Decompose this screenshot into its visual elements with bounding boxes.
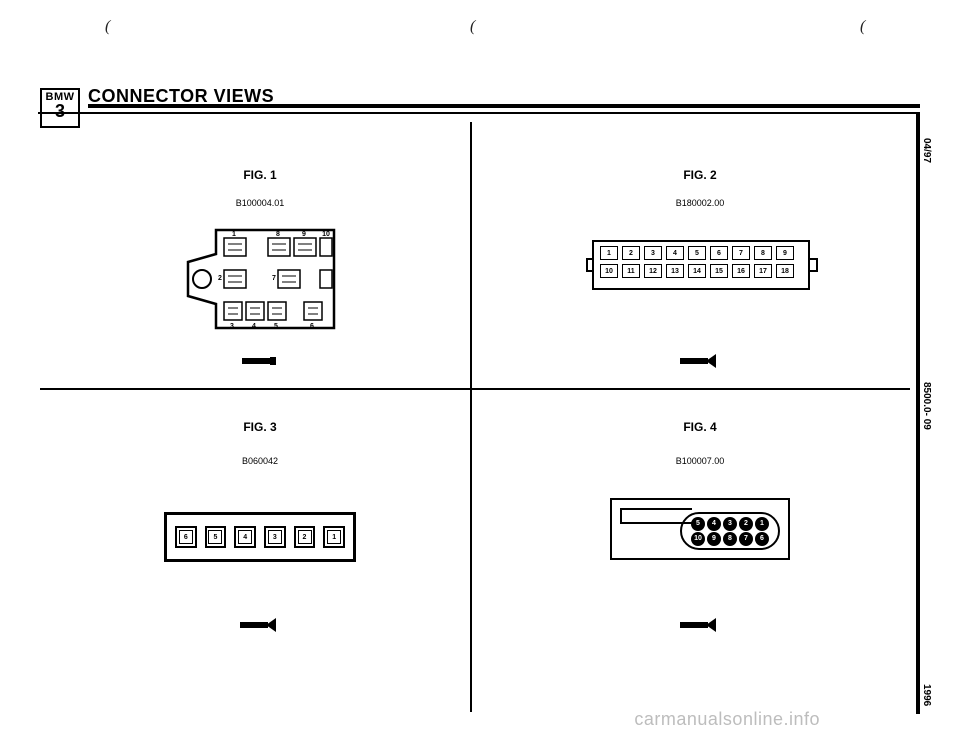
badge-bottom: 3 [42,102,78,120]
fig3-code: B060042 [200,456,320,466]
spine-code: 8500.0- 09 [921,380,932,432]
fig2-pin: 13 [666,264,684,278]
svg-text:9: 9 [302,231,306,238]
header-rule-thin [38,112,920,114]
svg-text:3: 3 [230,323,234,330]
svg-text:7: 7 [272,275,276,282]
fig4-code: B100007.00 [640,456,760,466]
divider-vertical [470,122,472,712]
fig4-pin: 1 [755,517,769,531]
divider-horizontal [40,388,910,390]
fig2-pin: 17 [754,264,772,278]
fig2-pin: 12 [644,264,662,278]
mark-1: ( [105,18,110,36]
watermark: carmanualsonline.info [634,709,820,730]
fig4-label: FIG. 4 [640,420,760,434]
fig2-pin: 8 [754,246,772,260]
svg-text:10: 10 [322,231,330,238]
fig4-connector: 5 4 3 2 1 10 9 8 7 6 [610,498,790,560]
fig2-pin: 18 [776,264,794,278]
mark-2: ( [470,18,475,36]
fig4-pinshell: 5 4 3 2 1 10 9 8 7 6 [680,512,780,550]
fig3-pin: 1 [323,526,345,548]
fig4-pin: 5 [691,517,705,531]
fig1-connector: 1 8 9 10 2 7 3 4 5 6 [180,224,340,334]
fig4-pin: 6 [755,532,769,546]
fig3-gender-icon [236,618,286,632]
fig2-pin: 15 [710,264,728,278]
fig2-notch-right [810,258,818,272]
fig3-connector: 6 5 4 3 2 1 [164,512,356,562]
svg-text:8: 8 [276,231,280,238]
fig3-pin: 3 [264,526,286,548]
fig2-row2: 10 11 12 13 14 15 16 17 18 [600,264,802,278]
fig2-pin: 3 [644,246,662,260]
svg-text:6: 6 [310,323,314,330]
fig2-pin: 14 [688,264,706,278]
bmw-badge: BMW 3 [40,88,80,128]
fig2-pin: 7 [732,246,750,260]
fig4-row2: 10 9 8 7 6 [691,532,769,546]
fig4-row1: 5 4 3 2 1 [691,517,769,531]
fig2-pin: 5 [688,246,706,260]
mark-3: ( [860,18,865,36]
fig1-code: B100004.01 [200,198,320,208]
fig2-code: B180002.00 [640,198,760,208]
fig2-pin: 16 [732,264,750,278]
spine-date: 04/97 [921,136,932,165]
fig4-pin: 8 [723,532,737,546]
header-rule-thick [88,104,920,108]
svg-text:1: 1 [232,231,236,238]
fig2-connector: 1 2 3 4 5 6 7 8 9 10 11 12 13 14 15 16 1… [592,240,810,290]
fig3-pin: 6 [175,526,197,548]
spine-year: 1996 [921,682,932,708]
fig2-pin: 6 [710,246,728,260]
fig2-gender-icon [676,354,726,368]
fig2-row1: 1 2 3 4 5 6 7 8 9 [600,246,802,260]
fig2-pin: 10 [600,264,618,278]
svg-text:2: 2 [218,275,222,282]
fig4-pin: 10 [691,532,705,546]
fig4-pin: 7 [739,532,753,546]
fig3-pin: 2 [294,526,316,548]
fig4-pin: 9 [707,532,721,546]
fig4-pin: 3 [723,517,737,531]
fig2-label: FIG. 2 [640,168,760,182]
fig2-pin: 1 [600,246,618,260]
fig3-pin: 5 [205,526,227,548]
fig1-label: FIG. 1 [200,168,320,182]
fig3-pin: 4 [234,526,256,548]
fig2-pin: 4 [666,246,684,260]
right-spine [916,114,920,714]
fig2-pin: 9 [776,246,794,260]
page-crop-marks: ( ( ( [0,18,960,38]
fig4-gender-icon [676,618,726,632]
fig2-pin: 11 [622,264,640,278]
fig3-label: FIG. 3 [200,420,320,434]
fig4-pin: 4 [707,517,721,531]
svg-text:4: 4 [252,323,256,330]
fig2-pin: 2 [622,246,640,260]
fig1-gender-icon [236,354,286,368]
fig4-pin: 2 [739,517,753,531]
svg-text:5: 5 [274,323,278,330]
